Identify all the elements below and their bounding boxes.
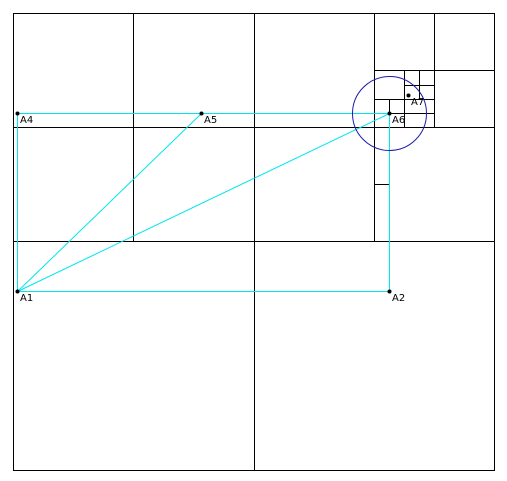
point-label-a1: A1 [20, 293, 33, 304]
point-a4[interactable] [15, 111, 20, 116]
point-a2[interactable] [387, 289, 392, 294]
point-label-a5: A5 [204, 115, 217, 126]
point-a7[interactable] [406, 93, 411, 98]
point-label-a6: A6 [392, 115, 405, 126]
points-layer: A1 A2 A4 A5 A6 A7 [15, 93, 424, 304]
segments-layer [17, 113, 390, 292]
quadtree-grid [13, 13, 495, 471]
point-a5[interactable] [199, 111, 204, 116]
segment-a1-a5 [17, 113, 202, 292]
circle-a6 [352, 76, 427, 151]
point-label-a7: A7 [411, 97, 424, 108]
segment-a1-a6 [17, 113, 390, 292]
point-label-a4: A4 [20, 115, 33, 126]
point-a1[interactable] [15, 289, 20, 294]
point-a6[interactable] [387, 111, 392, 116]
circle-layer [352, 76, 427, 151]
point-label-a2: A2 [392, 293, 405, 304]
